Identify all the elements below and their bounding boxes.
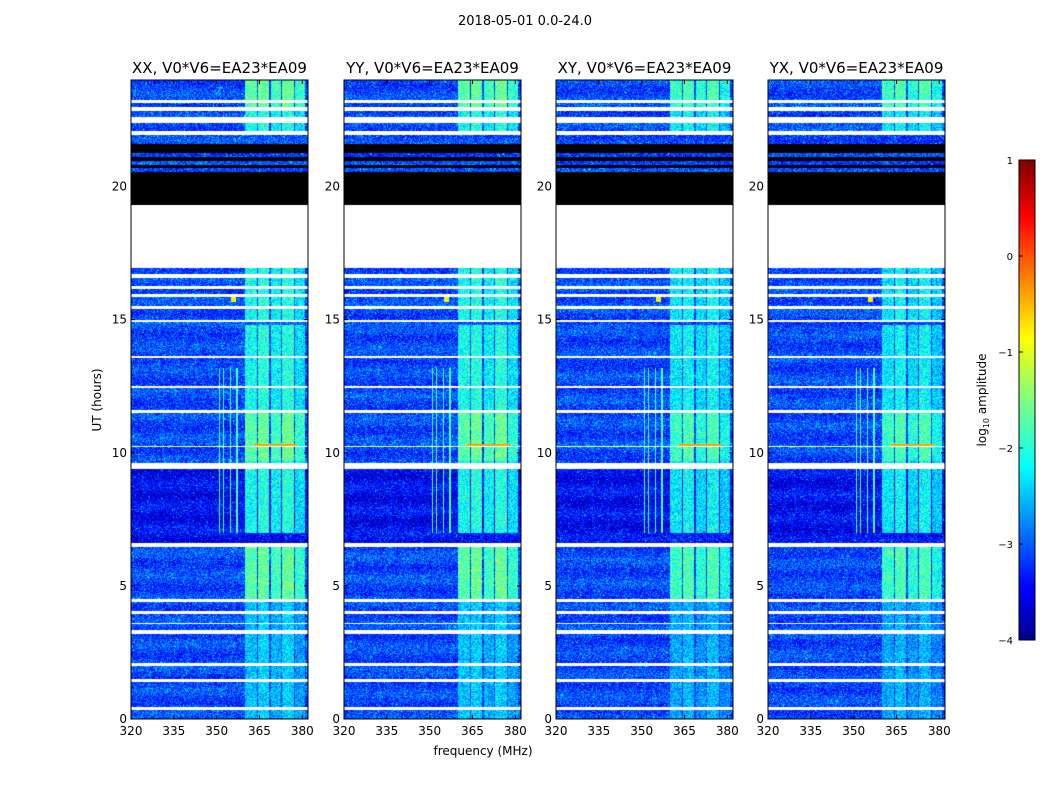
x-tick-label: 335 bbox=[162, 724, 185, 738]
y-tick-label: 0 bbox=[332, 712, 340, 726]
colorbar: 1 0 −1 −2 −3 −4 log10 amplitude bbox=[975, 156, 1036, 647]
heatmap-image bbox=[768, 80, 945, 719]
y-tick-label: 20 bbox=[325, 180, 340, 194]
y-tick-label: 5 bbox=[332, 579, 340, 593]
y-tick-label: 0 bbox=[119, 712, 127, 726]
x-tick-label: 320 bbox=[545, 724, 568, 738]
y-tick-label: 20 bbox=[537, 180, 552, 194]
y-tick-label: 10 bbox=[749, 446, 764, 460]
y-tick-label: 5 bbox=[119, 579, 127, 593]
colorbar-tick-label: −2 bbox=[998, 444, 1013, 455]
panel-0: XX, V0*V6=EA23*EA09 320 335 350 365 380 0 5 10 15… bbox=[112, 59, 314, 738]
y-tick-label: 10 bbox=[112, 446, 127, 460]
y-tick-label: 15 bbox=[112, 313, 127, 327]
figure-suptitle: 2018-05-01 0.0-24.0 bbox=[458, 14, 592, 29]
y-tick-label: 15 bbox=[537, 313, 552, 327]
x-tick-label: 350 bbox=[842, 724, 865, 738]
heatmap-image bbox=[344, 80, 521, 719]
colorbar-label: log10 amplitude bbox=[975, 354, 991, 447]
panel-title: XY, V0*V6=EA23*EA09 bbox=[558, 59, 732, 77]
colorbar-tick-label: −4 bbox=[998, 636, 1013, 647]
panel-3: YX, V0*V6=EA23*EA09 320 335 350 365 380 0 5 10 15… bbox=[749, 59, 951, 738]
x-tick-label: 380 bbox=[928, 724, 951, 738]
x-tick-label: 365 bbox=[885, 724, 908, 738]
x-tick-label: 320 bbox=[757, 724, 780, 738]
x-tick-label: 365 bbox=[248, 724, 271, 738]
x-tick-label: 365 bbox=[461, 724, 484, 738]
x-axis-label: frequency (MHz) bbox=[433, 744, 532, 758]
panel-2: XY, V0*V6=EA23*EA09 320 335 350 365 380 0 5 10 15… bbox=[537, 59, 739, 738]
panel-frame bbox=[555, 79, 734, 720]
x-tick-label: 365 bbox=[673, 724, 696, 738]
y-tick-label: 0 bbox=[544, 712, 552, 726]
panel-frame bbox=[130, 79, 309, 720]
heatmap-image bbox=[556, 80, 733, 719]
x-tick-label: 320 bbox=[333, 724, 356, 738]
panels-group: XX, V0*V6=EA23*EA09 320 335 350 365 380 0 5 10 15… bbox=[112, 59, 951, 738]
x-tick-label: 380 bbox=[504, 724, 527, 738]
panel-frame bbox=[767, 79, 946, 720]
panel-1: YY, V0*V6=EA23*EA09 320 335 350 365 380 0 5 10 15… bbox=[325, 59, 527, 738]
y-tick-label: 0 bbox=[756, 712, 764, 726]
x-tick-label: 380 bbox=[716, 724, 739, 738]
colorbar-tick-label: 0 bbox=[1007, 252, 1013, 263]
colorbar-tick-label: −1 bbox=[998, 348, 1013, 359]
y-tick-label: 20 bbox=[112, 180, 127, 194]
x-tick-label: 350 bbox=[205, 724, 228, 738]
x-tick-label: 335 bbox=[587, 724, 610, 738]
panel-title: YX, V0*V6=EA23*EA09 bbox=[769, 59, 944, 77]
y-tick-label: 15 bbox=[325, 313, 340, 327]
y-tick-label: 5 bbox=[544, 579, 552, 593]
x-tick-label: 335 bbox=[799, 724, 822, 738]
panel-title: YY, V0*V6=EA23*EA09 bbox=[345, 59, 519, 77]
y-tick-label: 10 bbox=[537, 446, 552, 460]
y-axis-label: UT (hours) bbox=[90, 368, 104, 431]
x-tick-label: 380 bbox=[291, 724, 314, 738]
heatmap-image bbox=[131, 80, 308, 719]
x-tick-label: 335 bbox=[375, 724, 398, 738]
panel-frame bbox=[343, 79, 522, 720]
y-tick-label: 5 bbox=[756, 579, 764, 593]
colorbar-tick-label: 1 bbox=[1007, 156, 1013, 167]
x-tick-label: 320 bbox=[120, 724, 143, 738]
colorbar-tick-label: −3 bbox=[998, 540, 1013, 551]
y-tick-label: 20 bbox=[749, 180, 764, 194]
panel-title: XX, V0*V6=EA23*EA09 bbox=[132, 59, 307, 77]
y-tick-label: 15 bbox=[749, 313, 764, 327]
x-tick-label: 350 bbox=[418, 724, 441, 738]
x-tick-label: 350 bbox=[630, 724, 653, 738]
y-tick-label: 10 bbox=[325, 446, 340, 460]
colorbar-gradient bbox=[1018, 159, 1036, 641]
